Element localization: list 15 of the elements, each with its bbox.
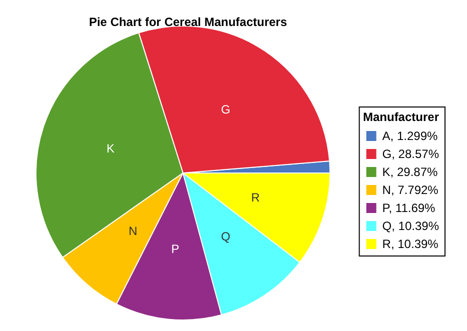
legend-label: G, 28.57% [382,147,440,161]
chart-title: Pie Chart for Cereal Manufacturers [88,15,288,29]
legend-label: A, 1.299% [382,129,438,143]
text: K [106,141,115,156]
text: Q [220,230,230,244]
legend-label: Q, 10.39% [382,219,440,233]
text: G [220,102,230,117]
text: R [251,190,260,205]
legend-label: K, 29.87% [382,165,438,179]
legend-label: P, 11.69% [382,201,436,215]
legend-label: R, 10.39% [382,237,439,251]
legend-label: N, 7.792% [382,183,439,197]
text: N [128,224,138,238]
legend-title: Manufacturer [362,110,440,124]
text: P [171,242,180,256]
